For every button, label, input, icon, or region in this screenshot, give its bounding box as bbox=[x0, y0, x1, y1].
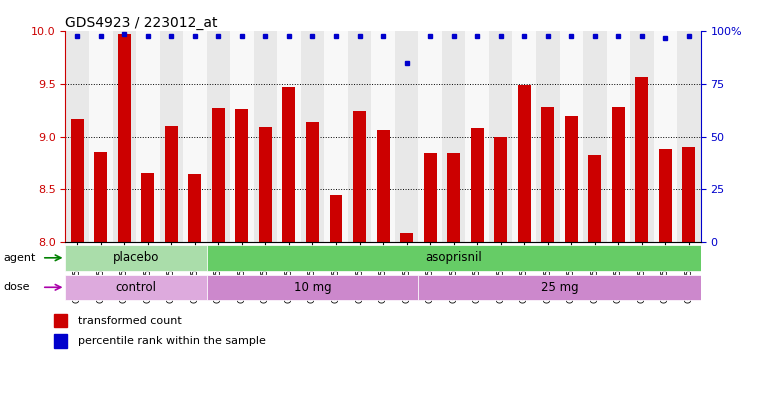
Bar bbox=[465, 31, 489, 242]
Bar bbox=[94, 152, 107, 242]
Bar bbox=[654, 31, 677, 242]
Bar bbox=[65, 275, 206, 300]
Bar bbox=[330, 195, 343, 242]
Bar bbox=[159, 31, 183, 242]
Bar bbox=[371, 31, 395, 242]
Bar bbox=[206, 275, 418, 300]
Text: asoprisnil: asoprisnil bbox=[425, 251, 482, 264]
Bar bbox=[607, 31, 630, 242]
Bar bbox=[395, 31, 418, 242]
Bar bbox=[324, 31, 348, 242]
Bar bbox=[71, 119, 84, 242]
Bar bbox=[489, 31, 513, 242]
Bar bbox=[513, 31, 536, 242]
Bar bbox=[447, 153, 460, 242]
Bar bbox=[583, 31, 607, 242]
Bar bbox=[442, 31, 465, 242]
Bar bbox=[65, 31, 89, 242]
Bar bbox=[236, 109, 249, 242]
Bar bbox=[136, 31, 159, 242]
Bar bbox=[165, 126, 178, 242]
Text: percentile rank within the sample: percentile rank within the sample bbox=[78, 336, 266, 346]
Bar bbox=[494, 136, 507, 242]
Bar bbox=[517, 85, 531, 242]
Bar bbox=[682, 147, 695, 242]
Text: 10 mg: 10 mg bbox=[293, 281, 331, 294]
Bar bbox=[630, 31, 654, 242]
Bar bbox=[635, 77, 648, 242]
Bar bbox=[206, 245, 701, 270]
Bar bbox=[588, 156, 601, 242]
Text: transformed count: transformed count bbox=[78, 316, 181, 325]
Text: dose: dose bbox=[4, 282, 30, 292]
Bar bbox=[206, 31, 230, 242]
Bar bbox=[560, 31, 583, 242]
Bar bbox=[418, 275, 701, 300]
Bar bbox=[536, 31, 560, 242]
Bar bbox=[400, 233, 413, 242]
Bar bbox=[89, 31, 112, 242]
Bar bbox=[54, 334, 67, 348]
Bar bbox=[659, 149, 672, 242]
Text: placebo: placebo bbox=[113, 251, 159, 264]
Bar bbox=[541, 107, 554, 242]
Bar bbox=[418, 31, 442, 242]
Bar bbox=[183, 31, 206, 242]
Bar bbox=[306, 122, 319, 242]
Bar bbox=[301, 31, 324, 242]
Bar bbox=[54, 314, 67, 327]
Bar bbox=[565, 116, 578, 242]
Text: GDS4923 / 223012_at: GDS4923 / 223012_at bbox=[65, 16, 218, 30]
Bar bbox=[230, 31, 253, 242]
Text: agent: agent bbox=[4, 253, 36, 263]
Bar bbox=[112, 31, 136, 242]
Bar bbox=[259, 127, 272, 242]
Bar bbox=[118, 33, 131, 242]
Text: control: control bbox=[116, 281, 156, 294]
Text: 25 mg: 25 mg bbox=[541, 281, 578, 294]
Bar bbox=[253, 31, 277, 242]
Bar bbox=[470, 128, 484, 242]
Bar bbox=[424, 153, 437, 242]
Bar bbox=[677, 31, 701, 242]
Bar bbox=[353, 111, 366, 242]
Bar bbox=[65, 245, 206, 270]
Bar bbox=[189, 174, 201, 242]
Bar bbox=[277, 31, 301, 242]
Bar bbox=[612, 107, 624, 242]
Bar bbox=[348, 31, 371, 242]
Bar bbox=[142, 173, 154, 242]
Bar bbox=[377, 130, 390, 242]
Bar bbox=[283, 87, 296, 242]
Bar bbox=[212, 108, 225, 242]
